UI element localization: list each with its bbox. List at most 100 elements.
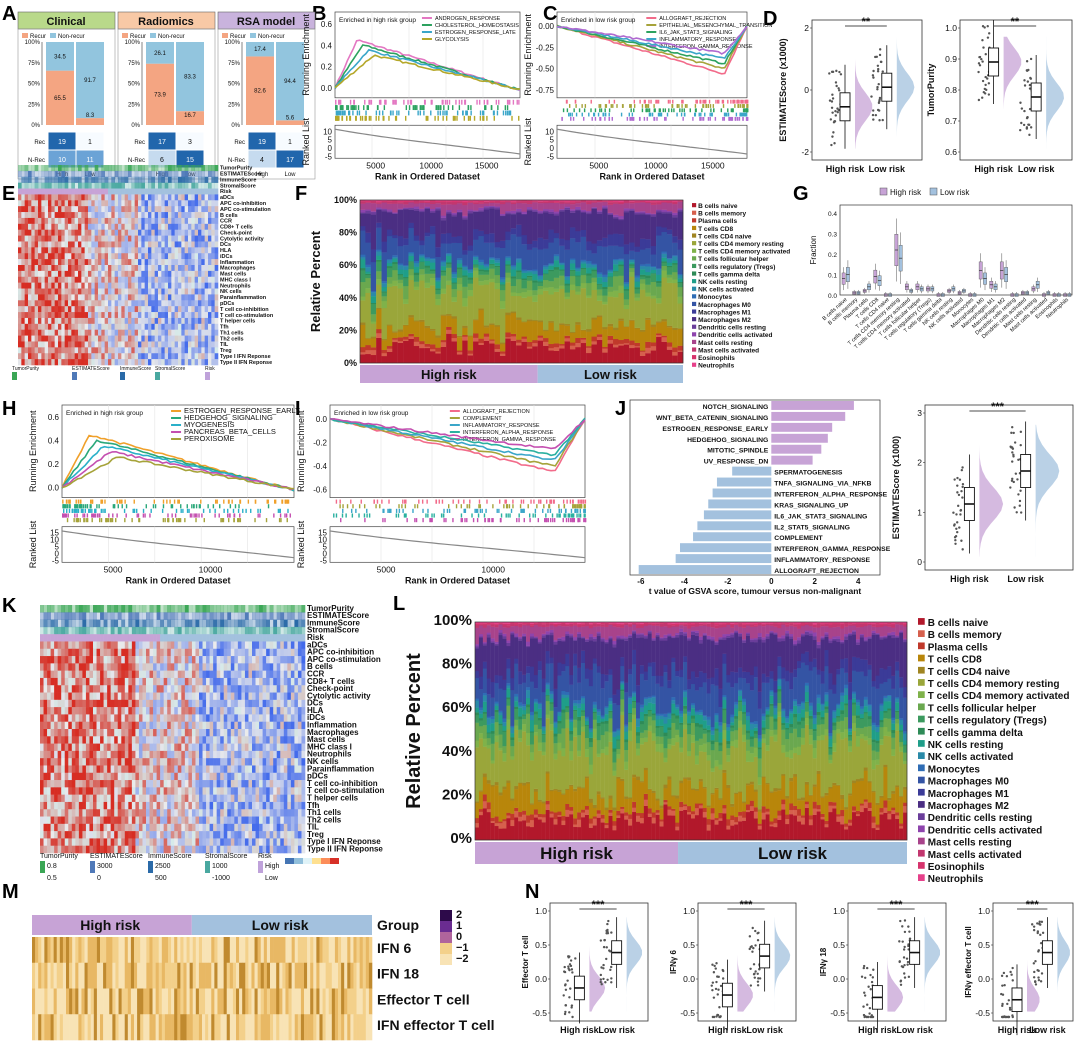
stack-segment <box>424 325 431 328</box>
hit-tick <box>76 518 79 523</box>
stack-segment <box>370 349 377 356</box>
hit-tick <box>605 104 608 108</box>
heat-cell <box>104 270 109 278</box>
heat-cell <box>104 323 109 331</box>
hit-tick <box>681 104 683 108</box>
heat-cell <box>21 341 25 348</box>
heat-cell <box>64 329 69 336</box>
heat-cell <box>174 212 179 219</box>
hit-tick <box>96 504 98 509</box>
heat-cell <box>108 247 112 254</box>
heat-cell <box>138 288 142 295</box>
stack-segment <box>489 268 495 279</box>
hit-tick <box>257 513 259 518</box>
stack-segment <box>537 213 544 238</box>
hit-tick <box>378 110 381 116</box>
legend-label: Mast cells activated <box>698 347 759 354</box>
heat-cell <box>98 235 102 242</box>
y-tick: 1.0 <box>945 23 957 33</box>
hit-tick <box>699 116 701 121</box>
heat-cell <box>54 276 59 283</box>
heat-cell <box>54 165 59 172</box>
stack-segment <box>580 329 587 331</box>
hit-tick <box>414 105 417 111</box>
heat-cell <box>24 182 29 189</box>
heat-cell <box>201 300 205 307</box>
hit-tick <box>504 499 506 504</box>
hit-tick <box>657 112 660 117</box>
heat-cell <box>214 247 219 254</box>
heat-cell <box>128 194 132 201</box>
stack-segment <box>564 202 571 204</box>
hit-tick <box>338 115 340 121</box>
heat-cell <box>24 165 29 172</box>
x-axis-label: Rank in Ordered Dataset <box>125 575 230 585</box>
heat-cell <box>108 188 112 195</box>
heat-cell <box>78 341 82 348</box>
stack-segment <box>618 204 624 217</box>
hit-tick <box>339 504 341 509</box>
hit-tick <box>578 504 581 509</box>
heat-cell <box>161 300 165 307</box>
heat-cell <box>98 306 102 313</box>
hit-tick <box>739 112 741 117</box>
legend-swatch <box>692 339 697 345</box>
hit-tick <box>700 112 702 117</box>
heat-cell <box>81 329 85 336</box>
heat-cell <box>34 200 39 207</box>
heat-cell <box>184 194 189 201</box>
hit-tick <box>569 112 572 117</box>
stack-segment <box>510 213 517 215</box>
heat-cell <box>168 317 172 325</box>
heat-cell <box>84 165 89 172</box>
stack-segment <box>569 284 576 291</box>
hit-tick <box>64 504 67 509</box>
heat-cell <box>194 194 199 201</box>
stack-segment <box>413 260 420 264</box>
heat-cell <box>98 294 102 301</box>
heat-cell <box>154 223 159 231</box>
stack-segment <box>397 269 404 275</box>
heat-cell <box>118 306 122 313</box>
hit-tick <box>490 105 493 111</box>
stack-segment <box>365 200 371 203</box>
stack-segment <box>440 200 447 202</box>
stack-segment <box>607 339 614 344</box>
stack-segment <box>623 200 630 202</box>
heat-cell <box>51 323 55 331</box>
stack-segment <box>403 200 409 203</box>
stack-segment <box>580 330 587 338</box>
hit-tick <box>730 108 733 113</box>
heat-cell <box>88 235 92 242</box>
heat-cell <box>98 206 102 213</box>
heat-cell <box>128 335 132 342</box>
hit-tick <box>196 513 198 518</box>
stack-segment <box>521 341 528 364</box>
hit-tick <box>100 518 103 523</box>
heat-cell <box>68 323 72 331</box>
hit-tick <box>471 513 473 518</box>
hit-tick <box>562 108 565 113</box>
heat-cell <box>164 194 169 201</box>
hit-tick <box>76 504 78 509</box>
stack-segment <box>435 353 441 364</box>
heat-cell <box>198 294 202 301</box>
stack-segment <box>521 270 528 274</box>
stack-segment <box>591 208 598 244</box>
hit-tick <box>718 99 720 104</box>
heat-cell <box>138 165 142 172</box>
stack-segment <box>499 285 506 291</box>
heat-cell <box>48 259 52 266</box>
hit-tick <box>237 518 239 523</box>
heat-cell <box>178 229 182 236</box>
hit-tick <box>743 108 746 113</box>
stack-segment <box>408 336 415 339</box>
heat-cell <box>48 265 52 272</box>
legend-label: B cells naive <box>698 203 738 210</box>
heat-cell <box>178 217 182 225</box>
heat-cell <box>198 312 202 319</box>
hit-tick <box>357 105 360 111</box>
stack-segment <box>537 210 544 213</box>
stack-segment <box>650 324 657 327</box>
stack-segment <box>564 283 571 286</box>
